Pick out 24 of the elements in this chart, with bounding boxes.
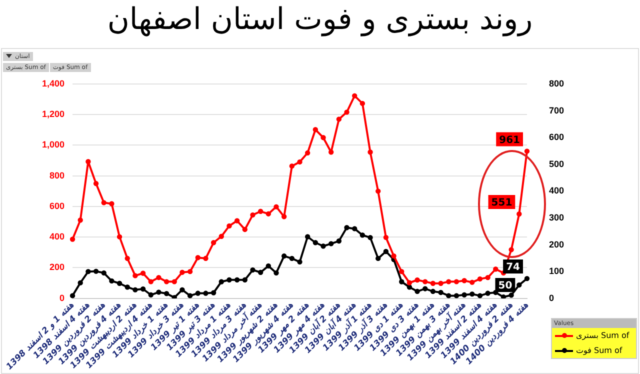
legend-label: Sum of بستری (576, 331, 630, 340)
y-tick-label: 1,400 (42, 78, 65, 88)
data-label: 961 (499, 134, 520, 146)
y-tick-label: 200 (49, 262, 65, 272)
y2-tick-label: 300 (548, 212, 564, 222)
legend-label: Sum of فوت (576, 346, 622, 355)
y-tick-label: 400 (49, 232, 65, 242)
y-tick-label: 0 (60, 292, 65, 303)
y-tick-label: 1,000 (42, 140, 65, 150)
data-label: 74 (506, 262, 520, 274)
y-tick-label: 800 (49, 170, 65, 180)
y2-tick-label: 100 (548, 266, 564, 276)
data-label: 551 (491, 198, 512, 209)
data-label: 50 (498, 280, 512, 292)
y2-tick-label: 700 (548, 105, 564, 116)
chart-title: روند بستری و فوت استان اصفهان (106, 2, 534, 37)
y2-tick-label: 800 (548, 78, 564, 88)
y2-tick-label: 0 (548, 292, 554, 303)
y2-tick-label: 200 (548, 239, 564, 250)
y2-tick-label: 500 (548, 158, 564, 169)
y-tick-label: 600 (49, 200, 65, 211)
y-tick-label: 1,200 (42, 109, 65, 120)
y2-tick-label: 400 (548, 186, 564, 196)
y2-tick-label: 600 (548, 132, 564, 142)
